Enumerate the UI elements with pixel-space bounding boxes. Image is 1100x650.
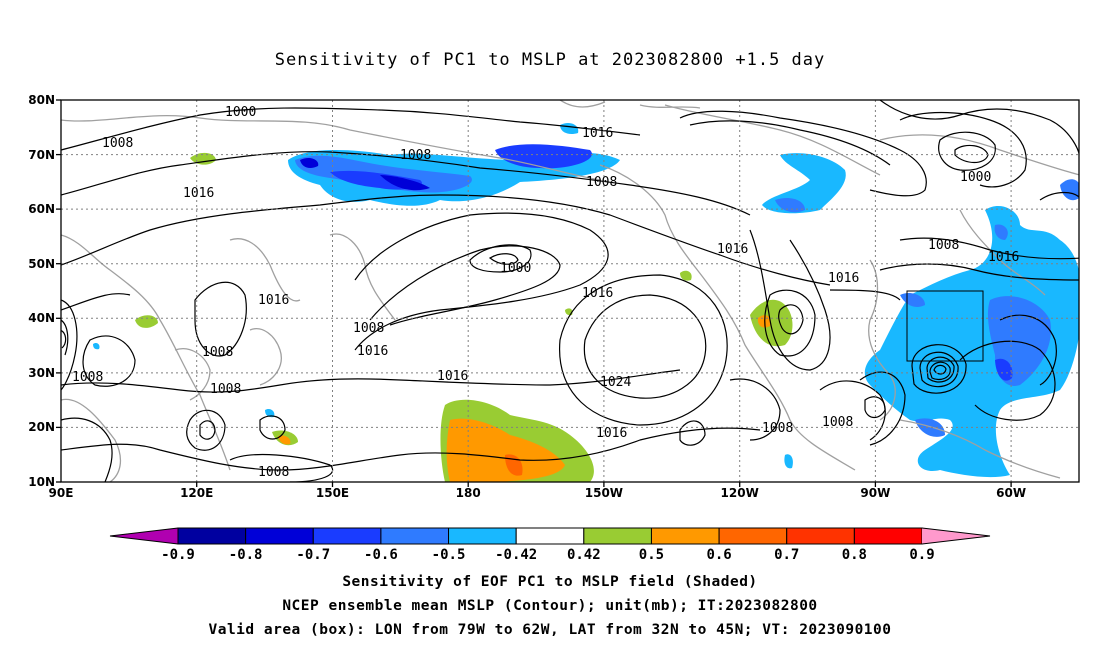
contour-label: 1000 [500, 261, 531, 276]
contour-labels: 1000 1008 1016 1008 1016 1008 1000 1016 … [72, 105, 1019, 480]
colorbar-box [515, 527, 585, 545]
contour-label: 1016 [582, 126, 613, 141]
lat-label: 80N [28, 93, 55, 107]
lon-label: 180 [456, 486, 481, 500]
lat-label: 60N [28, 202, 55, 216]
colorbar-label: -0.5 [432, 547, 466, 563]
contour-label: 1016 [357, 344, 388, 359]
contour-label: 1008 [102, 136, 133, 151]
contour-label: 1016 [183, 186, 214, 201]
lon-label: 150E [316, 486, 349, 500]
colorbar-label: -0.6 [364, 547, 398, 563]
contour-label: 1016 [596, 426, 627, 441]
colorbar-label: 0.42 [567, 547, 601, 563]
colorbar-box [786, 527, 855, 545]
lon-label: 150W [585, 486, 623, 500]
lat-label: 10N [28, 475, 55, 489]
colorbar-box [312, 527, 382, 545]
contour-label: 1008 [353, 321, 384, 336]
map-border [60, 99, 1080, 483]
colorbar-label: -0.8 [229, 547, 263, 563]
longitude-axis: 90E 120E 150E 180 150W 120W 90W 60W [49, 482, 1026, 500]
lat-label: 70N [28, 148, 55, 162]
colorbar-box [380, 527, 450, 545]
contour-label: 1016 [828, 271, 859, 286]
map-title: Sensitivity of PC1 to MSLP at 2023082800… [274, 50, 826, 70]
contour-label: 1008 [202, 345, 233, 360]
latitude-axis: 80N 70N 60N 50N 40N 30N 20N 10N [28, 93, 61, 489]
colorbar-box [448, 527, 517, 545]
colorbar-min-arrow [110, 528, 178, 544]
colorbar-max-arrow [922, 528, 990, 544]
colorbar-box [853, 527, 923, 545]
colorbar: -0.9 -0.8 -0.7 -0.6 -0.5 -0.42 0.42 0.5 0.6 0.7 0.… [109, 527, 991, 563]
caption-line-3: Valid area (box): LON from 79W to 62W, L… [208, 622, 892, 638]
contour-label: 1008 [928, 238, 959, 253]
colorbar-label: -0.9 [161, 547, 195, 563]
contour-label: 1000 [960, 170, 991, 185]
colorbar-label: 0.9 [909, 547, 934, 563]
contour-label: 1008 [586, 175, 617, 190]
colorbar-label: 0.8 [842, 547, 867, 563]
contour-label: 1000 [225, 105, 256, 120]
grid-lines [61, 100, 1079, 482]
colorbar-label: -0.42 [495, 547, 537, 563]
colorbar-box [177, 527, 247, 545]
contour-label: 1016 [988, 250, 1019, 265]
contour-label: 1016 [717, 242, 748, 257]
colorbar-box [650, 527, 720, 545]
colorbar-label: 0.7 [774, 547, 799, 563]
colorbar-label: 0.5 [639, 547, 664, 563]
lon-label: 90W [860, 486, 890, 500]
lat-label: 50N [28, 257, 55, 271]
contour-label: 1016 [582, 286, 613, 301]
contour-label: 1008 [210, 382, 241, 397]
lat-label: 20N [28, 420, 55, 434]
contour-label: 1008 [72, 370, 103, 385]
caption-line-2: NCEP ensemble mean MSLP (Contour); unit(… [282, 598, 818, 614]
contour-label: 1008 [822, 415, 853, 430]
mslp-contours [61, 100, 1079, 482]
valid-area-box [906, 290, 984, 362]
lon-label: 120W [721, 486, 759, 500]
colorbar-label: 0.6 [706, 547, 731, 563]
lat-label: 40N [28, 311, 55, 325]
contour-label: 1024 [600, 375, 631, 390]
contour-label: 1008 [400, 148, 431, 163]
lon-label: 90E [49, 486, 74, 500]
caption-line-1: Sensitivity of EOF PC1 to MSLP field (Sh… [342, 574, 758, 590]
contour-label: 1008 [258, 465, 289, 480]
lat-label: 30N [28, 366, 55, 380]
contour-label: 1016 [258, 293, 289, 308]
lon-label: 120E [180, 486, 213, 500]
colorbar-box [718, 527, 788, 545]
contour-label: 1016 [437, 369, 468, 384]
colorbar-label: -0.7 [296, 547, 330, 563]
colorbar-box [583, 527, 652, 545]
contour-label: 1008 [762, 421, 793, 436]
colorbar-box [245, 527, 314, 545]
lon-label: 60W [996, 486, 1026, 500]
